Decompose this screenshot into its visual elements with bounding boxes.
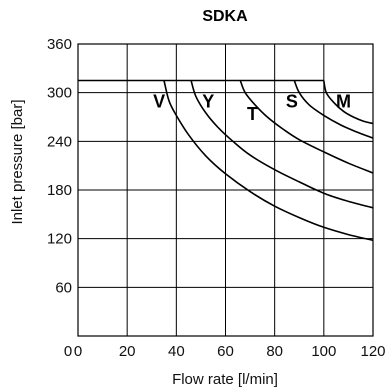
series-label-y: Y (202, 91, 214, 111)
x-tick-label: 20 (119, 343, 136, 360)
x-tick-label: 0 (74, 343, 82, 360)
series-curve-t (239, 80, 374, 174)
series-label-v: V (153, 91, 165, 111)
series-label-t: T (247, 104, 258, 124)
x-tick-label: 40 (168, 343, 185, 360)
x-tick-label: 80 (266, 343, 283, 360)
grid (78, 44, 373, 336)
origin-tick-label: 0 (64, 343, 72, 360)
y-tick-label: 120 (47, 231, 72, 248)
y-axis-title: Inlet pressure [bar] (9, 99, 26, 224)
y-tick-label: 240 (47, 133, 72, 150)
series-label-s: S (286, 91, 298, 111)
x-tick-label: 100 (311, 343, 336, 360)
x-axis-title: Flow rate [l/min] (172, 371, 278, 388)
chart-title: SDKA (202, 8, 248, 25)
x-tick-label: 60 (217, 343, 234, 360)
series-label-m: M (336, 91, 351, 111)
series-curve-s (293, 80, 374, 139)
y-tick-label: 300 (47, 85, 72, 102)
series-labels: V YTS M (153, 91, 351, 124)
series-curve-v (163, 80, 374, 242)
curves (78, 79, 374, 242)
plot-frame (77, 43, 374, 337)
y-tick-label: 180 (47, 182, 72, 199)
x-tick-label: 120 (360, 343, 385, 360)
tick-labels: 0 20 40 60 80 100 120 60 120 180 240 300 360 0 (47, 36, 386, 360)
y-tick-label: 360 (47, 36, 72, 53)
y-tick-label: 60 (55, 279, 72, 296)
series-curve-m (323, 80, 374, 125)
series-curve-y (190, 80, 374, 209)
